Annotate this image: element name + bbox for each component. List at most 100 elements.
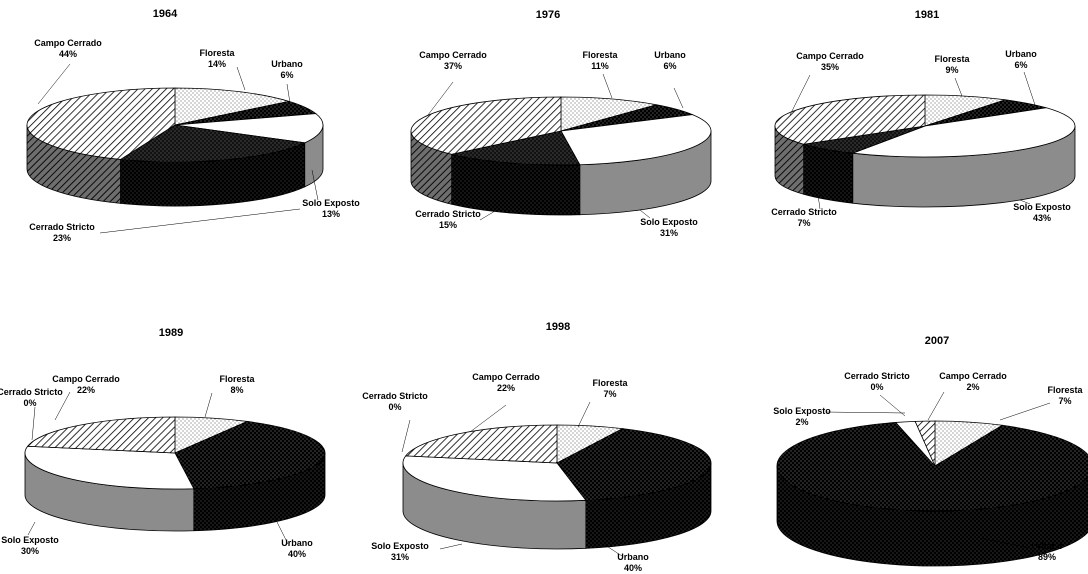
value-cerrado-stricto-1989: 0% bbox=[23, 398, 36, 408]
value-campo-cerrado-1998: 22% bbox=[497, 383, 515, 393]
slice-campo-cerrado-2007 bbox=[914, 420, 936, 467]
leader-line-floresta-1981 bbox=[954, 77, 963, 97]
slice-solo-exposto-1998 bbox=[402, 455, 587, 502]
value-campo-cerrado-1981: 35% bbox=[821, 62, 839, 72]
slice-solo-exposto-1989 bbox=[24, 445, 195, 490]
label-floresta-1989: Floresta bbox=[219, 374, 255, 384]
leader-line-urbano-1964 bbox=[286, 83, 291, 104]
value-floresta-1989: 8% bbox=[230, 385, 243, 395]
slice-floresta-1981 bbox=[924, 94, 1006, 127]
value-campo-cerrado-1989: 22% bbox=[77, 385, 95, 395]
value-floresta-2007: 7% bbox=[1058, 396, 1071, 406]
label-campo-cerrado-2007: Campo Cerrado bbox=[939, 371, 1007, 381]
slice-floresta-1976 bbox=[560, 96, 657, 132]
leader-line-floresta-1964 bbox=[236, 66, 246, 91]
leader-line-cerrado-stricto-1998 bbox=[401, 419, 411, 453]
value-urbano-1981: 6% bbox=[1014, 60, 1027, 70]
slice-cerrado-stricto-1964 bbox=[119, 124, 307, 163]
value-floresta-1964: 14% bbox=[208, 59, 226, 69]
value-solo-exposto-1989: 30% bbox=[21, 546, 39, 556]
value-cerrado-stricto-2007: 0% bbox=[870, 382, 883, 392]
leader-line-floresta-1989 bbox=[204, 392, 213, 418]
label-solo-exposto-1989: Solo Exposto bbox=[1, 535, 59, 545]
slice-campo-cerrado-1976 bbox=[410, 96, 562, 155]
label-urbano-2007: Urbano bbox=[1031, 541, 1063, 551]
leader-line-campo-cerrado-1976 bbox=[427, 81, 454, 116]
leader-line-campo-cerrado-1981 bbox=[789, 74, 811, 116]
label-floresta-1976: Floresta bbox=[582, 50, 618, 60]
leader-line-urbano-1998 bbox=[604, 544, 623, 557]
label-cerrado-stricto-1989: Cerrado Stricto bbox=[0, 387, 63, 397]
label-urbano-1989: Urbano bbox=[281, 538, 313, 548]
value-cerrado-stricto-1998: 0% bbox=[388, 402, 401, 412]
label-campo-cerrado-1964: Campo Cerrado bbox=[34, 38, 102, 48]
leader-line-solo-exposto-1976 bbox=[639, 209, 651, 219]
slice-campo-cerrado-1989 bbox=[26, 416, 176, 454]
label-floresta-1964: Floresta bbox=[199, 48, 235, 58]
leader-line-floresta-2007 bbox=[999, 402, 1051, 421]
leader-line-urbano-1981 bbox=[1023, 71, 1036, 106]
slice-cerrado-stricto-1976 bbox=[451, 130, 581, 166]
value-solo-exposto-1981: 43% bbox=[1033, 213, 1051, 223]
leader-line-campo-cerrado-2007 bbox=[927, 391, 945, 421]
value-urbano-1976: 6% bbox=[663, 61, 676, 71]
leader-line-cerrado-stricto-1964 bbox=[99, 208, 301, 234]
value-urbano-1998: 40% bbox=[624, 563, 642, 573]
slice-floresta-1964 bbox=[174, 87, 290, 126]
leader-line-urbano-1976 bbox=[673, 87, 684, 109]
value-solo-exposto-1998: 31% bbox=[391, 552, 409, 562]
value-cerrado-stricto-1976: 15% bbox=[439, 220, 457, 230]
chart-title-1989: 1989 bbox=[159, 327, 183, 339]
value-urbano-1989: 40% bbox=[288, 549, 306, 559]
label-solo-exposto-1964: Solo Exposto bbox=[302, 198, 360, 208]
label-cerrado-stricto-1998: Cerrado Stricto bbox=[362, 391, 428, 401]
label-urbano-1976: Urbano bbox=[654, 50, 686, 60]
slice-solo-exposto-1964 bbox=[174, 113, 324, 144]
chart-title-2007: 2007 bbox=[925, 335, 949, 347]
value-floresta-1998: 7% bbox=[603, 389, 616, 399]
leader-line-campo-cerrado-1998 bbox=[469, 404, 507, 433]
chart-title-1998: 1998 bbox=[546, 321, 570, 333]
label-solo-exposto-1981: Solo Exposto bbox=[1013, 202, 1071, 212]
chart-title-1964: 1964 bbox=[153, 8, 178, 20]
label-floresta-1998: Floresta bbox=[592, 378, 628, 388]
leader-line-cerrado-stricto-1976 bbox=[479, 210, 496, 221]
label-cerrado-stricto-1976: Cerrado Stricto bbox=[415, 209, 481, 219]
value-solo-exposto-2007: 2% bbox=[795, 417, 808, 427]
leader-line-floresta-1976 bbox=[602, 73, 613, 99]
value-urbano-2007: 89% bbox=[1038, 552, 1056, 562]
chart-title-1981: 1981 bbox=[915, 9, 939, 21]
slice-solo-exposto-1981 bbox=[852, 107, 1076, 158]
label-campo-cerrado-1998: Campo Cerrado bbox=[472, 372, 540, 382]
leader-line-urbano-2007 bbox=[979, 537, 1031, 549]
chart-title-1976: 1976 bbox=[536, 9, 560, 21]
slice-urbano-2007 bbox=[776, 422, 1088, 512]
value-floresta-1981: 9% bbox=[945, 65, 958, 75]
label-solo-exposto-1976: Solo Exposto bbox=[640, 217, 698, 227]
label-campo-cerrado-1981: Campo Cerrado bbox=[796, 51, 864, 61]
label-cerrado-stricto-2007: Cerrado Stricto bbox=[844, 371, 910, 381]
side-cerrado-stricto-1981 bbox=[803, 143, 854, 204]
leader-line-cerrado-stricto-2007 bbox=[879, 394, 906, 417]
label-floresta-2007: Floresta bbox=[1047, 385, 1083, 395]
leader-line-campo-cerrado-1989 bbox=[54, 391, 71, 421]
slice-campo-cerrado-1998 bbox=[404, 424, 558, 464]
leader-line-cerrado-stricto-1989 bbox=[31, 406, 36, 441]
slice-solo-exposto-1976 bbox=[560, 114, 712, 166]
leader-line-solo-exposto-1998 bbox=[439, 543, 463, 550]
value-campo-cerrado-1964: 44% bbox=[59, 49, 77, 59]
leader-line-campo-cerrado-1964 bbox=[37, 63, 71, 105]
value-cerrado-stricto-1981: 7% bbox=[797, 218, 810, 228]
label-urbano-1981: Urbano bbox=[1005, 49, 1037, 59]
label-cerrado-stricto-1964: Cerrado Stricto bbox=[29, 222, 95, 232]
label-solo-exposto-1998: Solo Exposto bbox=[371, 541, 429, 551]
leader-line-solo-exposto-1989 bbox=[27, 521, 36, 536]
leader-line-solo-exposto-1981 bbox=[1019, 199, 1031, 205]
leader-line-urbano-1989 bbox=[274, 517, 289, 545]
label-urbano-1964: Urbano bbox=[271, 59, 303, 69]
